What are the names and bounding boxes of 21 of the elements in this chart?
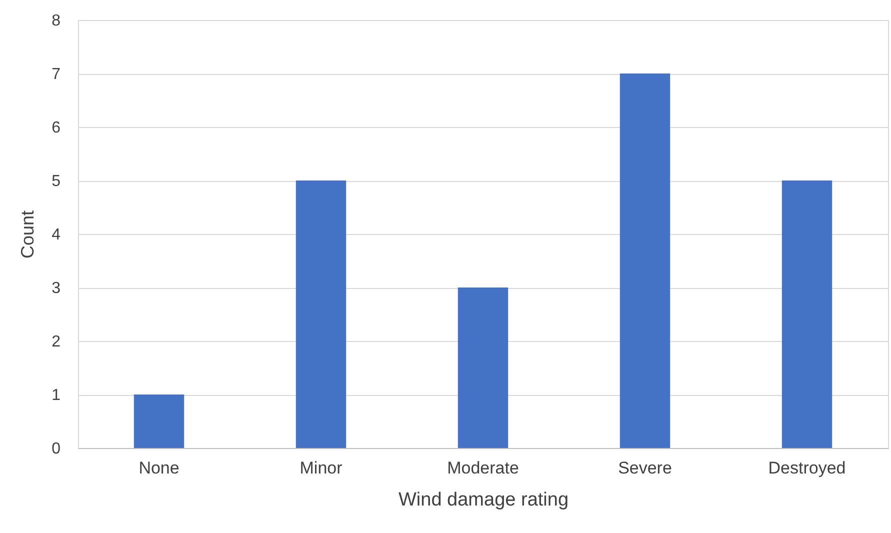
y-tick-label: 7 [52, 66, 61, 83]
x-tick-label: Severe [618, 458, 672, 478]
y-tick-label: 3 [52, 280, 61, 297]
bar [134, 394, 184, 448]
x-tick-label: Moderate [447, 458, 519, 478]
bar [782, 180, 832, 448]
bar [620, 74, 670, 448]
y-tick-label: 6 [52, 120, 61, 136]
x-tick-label: Minor [300, 458, 343, 478]
y-tick-label: 1 [52, 387, 61, 404]
y-tick-label: 0 [52, 440, 61, 458]
y-tick-label: 4 [52, 226, 61, 244]
y-tick-label: 2 [52, 334, 61, 350]
bar [296, 180, 346, 448]
bar [458, 288, 508, 448]
x-tick-label: None [138, 458, 180, 478]
y-tick-label: 8 [52, 12, 61, 30]
x-axis-title: Wind damage rating [398, 490, 569, 510]
x-tick-label: Destroyed [768, 458, 846, 478]
y-axis-title: Count [18, 210, 38, 259]
y-tick-label: 5 [52, 173, 61, 190]
